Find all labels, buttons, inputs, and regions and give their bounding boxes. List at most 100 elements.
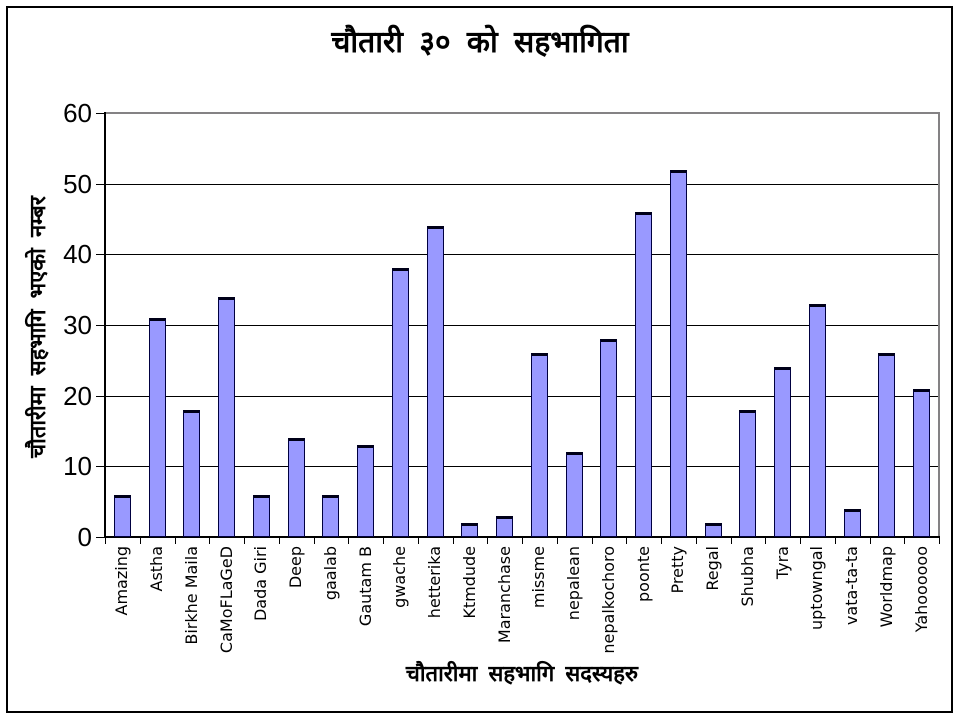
x-tick-mark [487, 538, 489, 544]
gridline [106, 466, 938, 468]
x-tick-mark [209, 538, 211, 544]
gridline [106, 395, 938, 397]
x-tick-mark [139, 538, 141, 544]
x-tick-mark [244, 538, 245, 544]
x-tick-label: Ktmdude [459, 546, 479, 619]
bar [461, 522, 479, 537]
x-tick-label: missme [529, 546, 549, 609]
x-tick-mark [105, 538, 106, 544]
x-tick-mark [626, 538, 628, 544]
gridline [106, 183, 938, 185]
y-tick-label: 60 [63, 98, 92, 128]
bar [218, 296, 236, 537]
x-tick-label: Deep [286, 546, 306, 589]
bar [357, 445, 375, 537]
y-tick-mark [96, 113, 105, 114]
y-tick-label: 20 [63, 380, 92, 411]
bar [565, 452, 583, 537]
x-tick-mark [591, 538, 593, 544]
bar [774, 367, 792, 537]
x-tick-label: nepalkochoro [598, 546, 618, 654]
bar [878, 353, 896, 537]
bar [287, 438, 305, 537]
bar [183, 409, 201, 537]
y-tick-mark [96, 183, 105, 185]
y-axis-line [104, 112, 106, 538]
bar [739, 409, 757, 537]
y-tick-label: 40 [63, 239, 92, 270]
gridline [106, 254, 938, 256]
x-tick-label: uptowngal [807, 546, 827, 630]
x-tick-mark [834, 538, 836, 544]
x-tick-label: Gautam B [355, 546, 375, 627]
x-tick-mark [695, 538, 697, 544]
y-tick-label: 10 [63, 451, 92, 482]
plot-border-right [938, 112, 940, 538]
y-tick-mark [96, 466, 105, 468]
x-tick-mark [278, 538, 280, 544]
y-tick-mark [96, 325, 105, 326]
plot-border-top [104, 112, 940, 114]
x-tick-mark [556, 538, 558, 544]
bar [843, 508, 861, 537]
x-tick-label: Pretty [668, 546, 688, 594]
gridline [106, 325, 938, 326]
y-tick-label: 0 [77, 522, 92, 552]
x-tick-mark [800, 538, 801, 544]
x-tick-label: Shubha [737, 546, 757, 607]
bar [669, 169, 687, 537]
x-tick-mark [313, 538, 315, 544]
x-tick-label: Worldmap [876, 546, 896, 628]
y-tick-label: 30 [63, 310, 92, 340]
y-tick-mark [96, 537, 105, 538]
x-tick-label: Dada Giri [251, 546, 271, 622]
chart-title: चौतारी ३० को सहभागिता [331, 26, 629, 59]
x-tick-label: vata-ta-ta [842, 546, 862, 626]
x-tick-label: Yahoooooo [911, 546, 931, 633]
bar [322, 494, 340, 537]
bar [600, 339, 618, 537]
x-tick-label: hetterika [425, 546, 445, 619]
bar [635, 211, 653, 537]
x-tick-label: Maranchase [494, 546, 514, 644]
x-tick-mark [765, 538, 767, 544]
bar [913, 388, 931, 537]
x-tick-mark [452, 538, 454, 544]
x-tick-label: Astha [147, 546, 167, 592]
bar [496, 515, 514, 537]
x-tick-mark [174, 538, 176, 544]
x-tick-label: nepalean [564, 546, 584, 621]
y-tick-mark [96, 395, 105, 397]
x-tick-mark [904, 538, 906, 544]
bar [704, 522, 722, 537]
y-axis-title: चौतारीमा सहभागि भएको नम्बर [25, 196, 50, 458]
x-tick-mark [383, 538, 384, 544]
bar [391, 268, 409, 537]
x-tick-mark [348, 538, 350, 544]
x-tick-label: poonte [633, 546, 653, 602]
x-tick-label: Amazing [112, 546, 132, 616]
x-axis-line [104, 536, 940, 538]
x-axis-title: चौतारीमा सहभागि सदस्यहरु [405, 661, 639, 686]
bar [252, 494, 270, 537]
x-tick-mark [730, 538, 732, 544]
x-tick-label: CaMoFLaGeD [216, 546, 236, 654]
x-tick-mark [661, 538, 662, 544]
bar [426, 226, 444, 537]
bar [808, 303, 826, 537]
x-tick-mark [417, 538, 419, 544]
x-tick-label: Birkhe Maila [181, 546, 201, 645]
outer-frame [6, 6, 953, 713]
bar [113, 494, 131, 537]
x-tick-label: gaalab [320, 546, 340, 601]
x-tick-mark [939, 538, 940, 544]
x-tick-mark [869, 538, 871, 544]
y-tick-mark [96, 254, 105, 256]
y-tick-label: 50 [63, 168, 92, 199]
bar [530, 353, 548, 537]
x-tick-label: gwache [390, 546, 410, 608]
bar [148, 317, 166, 537]
x-tick-mark [522, 538, 523, 544]
x-tick-label: Regal [703, 546, 723, 591]
